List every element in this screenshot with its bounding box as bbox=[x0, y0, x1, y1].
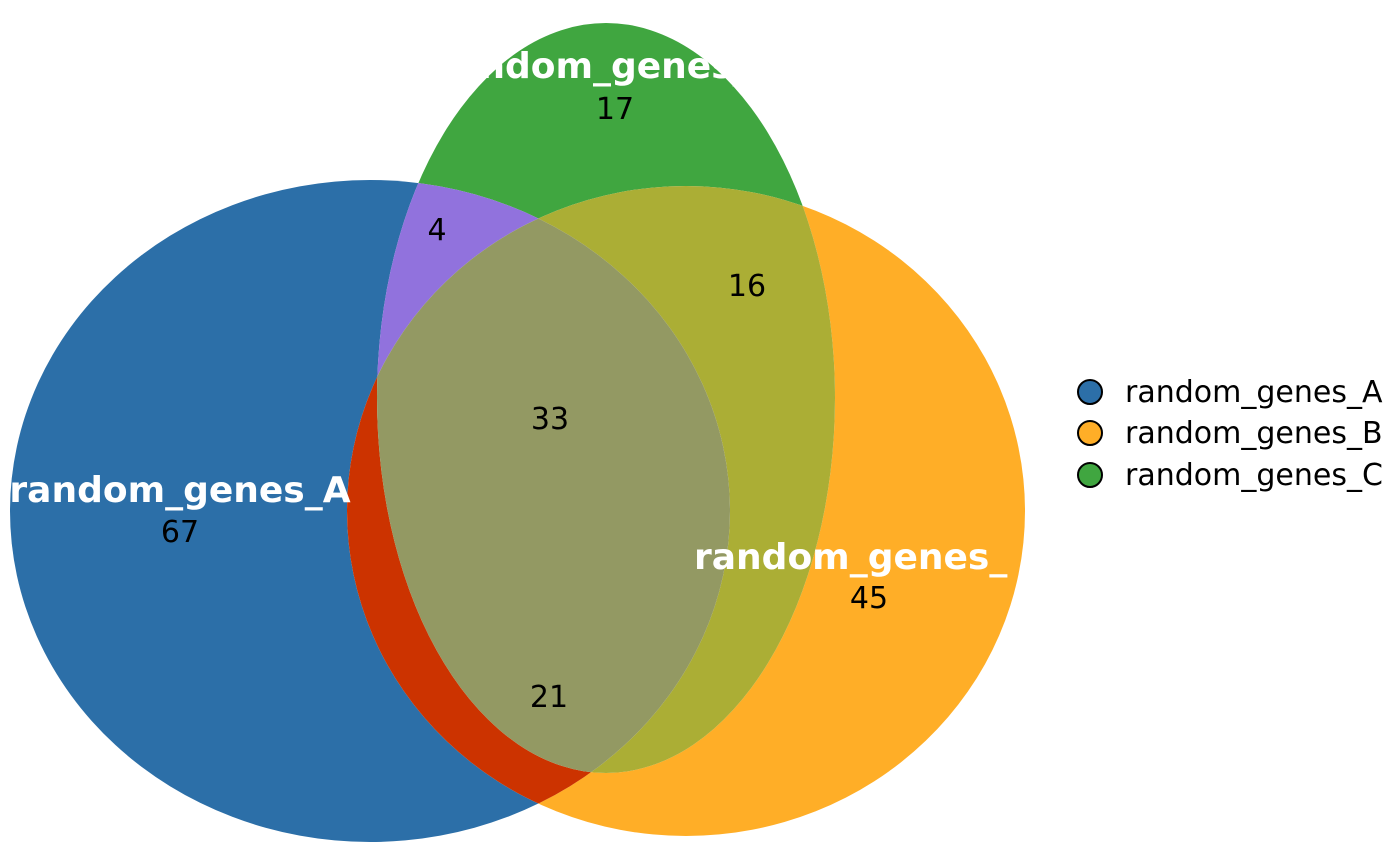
set-label-c: ndom_genes_ bbox=[479, 46, 750, 87]
count-a-only: 67 bbox=[161, 515, 199, 550]
count-a-b: 21 bbox=[530, 680, 568, 715]
legend-item-b: random_genes_B bbox=[1077, 416, 1383, 451]
set-label-a: random_genes_A bbox=[9, 470, 350, 511]
legend-label-c: random_genes_C bbox=[1125, 458, 1383, 493]
count-a-c: 4 bbox=[427, 213, 446, 248]
legend-item-a: random_genes_A bbox=[1077, 375, 1383, 410]
legend-swatch-c bbox=[1077, 462, 1103, 488]
legend-label-a: random_genes_A bbox=[1125, 375, 1383, 410]
count-b-c: 16 bbox=[728, 269, 766, 304]
count-a-b-c: 33 bbox=[531, 402, 569, 437]
count-b-only: 45 bbox=[850, 581, 888, 616]
legend-swatch-b bbox=[1077, 420, 1103, 446]
legend-swatch-a bbox=[1077, 379, 1103, 405]
set-label-b: random_genes_ bbox=[694, 537, 1007, 578]
legend-item-c: random_genes_C bbox=[1077, 458, 1383, 493]
count-c-only: 17 bbox=[596, 92, 634, 127]
legend: random_genes_A random_genes_B random_gen… bbox=[1077, 375, 1383, 493]
legend-label-b: random_genes_B bbox=[1125, 416, 1383, 451]
